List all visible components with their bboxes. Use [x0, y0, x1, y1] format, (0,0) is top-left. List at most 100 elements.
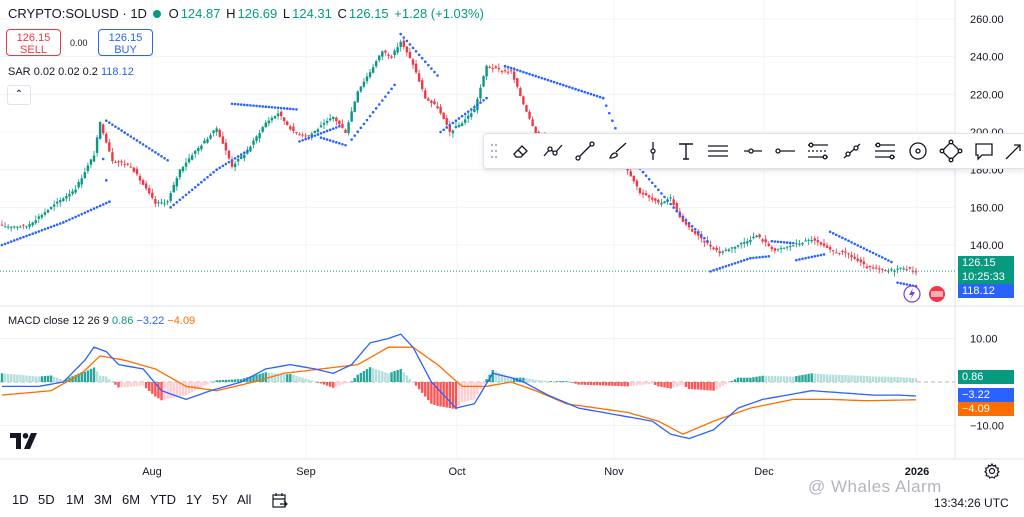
candle-body — [792, 245, 795, 247]
parallel-channel-icon[interactable] — [806, 139, 830, 163]
tradingview-logo-icon[interactable] — [10, 433, 38, 449]
sar-dot — [905, 283, 909, 286]
sar-dot — [307, 136, 311, 140]
sar-dot — [77, 214, 80, 217]
range-6m[interactable]: 6M — [122, 492, 141, 507]
text-icon[interactable] — [674, 139, 698, 163]
ray-icon[interactable] — [573, 139, 597, 163]
trend-line-icon[interactable] — [541, 139, 565, 163]
sar-dot — [466, 110, 470, 113]
candle-body — [258, 133, 261, 139]
circle-icon[interactable] — [906, 139, 930, 163]
macd-line-tag: −3.22 — [958, 388, 1014, 402]
macd-hist-bar — [730, 380, 734, 382]
settings-gear-icon[interactable] — [984, 463, 1000, 479]
candle-body — [402, 40, 405, 47]
macd-hist-bar — [632, 382, 636, 386]
sar-dot — [537, 75, 541, 79]
brush-icon[interactable] — [606, 139, 630, 163]
macd-hist-bar — [687, 382, 691, 389]
path-icon[interactable] — [840, 139, 864, 163]
candle-body — [761, 239, 764, 242]
macd-hist-bar — [46, 375, 50, 382]
sar-dot — [746, 257, 749, 261]
horizontal-line-icon[interactable] — [773, 139, 797, 163]
macd-hist-bar — [641, 382, 645, 385]
range-1m[interactable]: 1M — [66, 492, 85, 507]
buy-button[interactable]: 126.15 BUY — [98, 29, 153, 56]
grip-icon[interactable] — [490, 142, 498, 160]
candle-body — [503, 70, 507, 72]
sar-dot — [850, 241, 853, 244]
sar-legend[interactable]: SAR 0.02 0.02 0.2 118.12 — [8, 66, 134, 78]
candle-body — [420, 80, 424, 90]
collapse-legend-button[interactable]: ⌃ — [7, 85, 31, 105]
macd-hist-bar — [111, 382, 114, 383]
macd-hist-bar — [825, 374, 829, 382]
sar-dot — [555, 81, 559, 85]
macd-legend[interactable]: MACD close 12 26 9 0.86 −3.22 −4.09 — [8, 315, 195, 327]
range-all[interactable]: All — [237, 492, 252, 507]
macd-hist-bar — [847, 375, 850, 382]
vertical-line-icon[interactable] — [641, 139, 665, 163]
macd-hist-bar — [654, 382, 657, 386]
utc-clock[interactable]: 13:34:26 UTC — [934, 496, 1009, 510]
macd-hist-bar — [552, 381, 556, 382]
candle-body — [243, 154, 246, 159]
candle-body — [733, 247, 737, 249]
range-3m[interactable]: 3M — [94, 492, 113, 507]
sar-dot — [187, 190, 191, 194]
macd-hist-bar — [678, 382, 682, 386]
horizontal-lines-icon[interactable] — [706, 139, 730, 163]
sar-dot — [123, 131, 126, 134]
symbol-header[interactable]: CRYPTO:SOLUSD · 1D O 124.87 H 126.69 L 124.… — [8, 6, 486, 21]
eraser-icon[interactable] — [509, 139, 533, 163]
range-5y[interactable]: 5Y — [212, 492, 228, 507]
arrow-icon[interactable] — [1003, 139, 1023, 163]
macd-hist-bar — [240, 379, 243, 382]
sar-dot — [255, 104, 258, 108]
sar-dot — [172, 203, 176, 207]
range-5d[interactable]: 5D — [38, 492, 55, 507]
candle-body — [310, 133, 313, 136]
macd-hist-bar — [282, 374, 286, 382]
sar-dot — [666, 199, 669, 202]
fib-retracement-icon[interactable] — [873, 139, 897, 163]
sar-dot — [285, 107, 289, 110]
macd-hist-bar — [310, 380, 313, 382]
macd-hist-bar — [776, 376, 780, 382]
range-1d[interactable]: 1D — [12, 492, 29, 507]
candle-body — [151, 192, 154, 198]
candle-body — [175, 178, 179, 187]
candle-body — [669, 197, 672, 199]
calendar-goto-icon[interactable] — [271, 492, 289, 510]
candle-body — [166, 201, 169, 203]
candle-body — [660, 202, 663, 205]
sell-button[interactable]: 126.15 SELL — [6, 29, 61, 56]
symbol-title[interactable]: CRYPTO:SOLUSD · 1D — [8, 6, 147, 21]
macd-hist-bar — [908, 377, 912, 382]
macd-hist-bar — [614, 382, 617, 386]
macd-hist-bar — [540, 380, 544, 382]
horizontal-ray-icon[interactable] — [740, 139, 764, 163]
candle-body — [279, 111, 283, 117]
macd-hist-bar — [347, 382, 350, 383]
candle-body — [442, 112, 445, 120]
candle-body — [641, 192, 645, 195]
sar-dot — [463, 112, 467, 116]
sar-dot — [233, 157, 237, 160]
candle-body — [236, 158, 240, 162]
candle-body — [703, 240, 706, 243]
candle-body — [491, 67, 494, 69]
comment-icon[interactable] — [972, 139, 996, 163]
range-1y[interactable]: 1Y — [186, 492, 202, 507]
range-ytd[interactable]: YTD — [150, 492, 176, 507]
macd-hist-bar — [635, 382, 639, 386]
sar-dot — [101, 157, 105, 161]
candle-body — [141, 180, 145, 185]
pattern-icon[interactable] — [939, 139, 963, 163]
candle-body — [197, 147, 200, 152]
macd-hist-bar — [890, 376, 893, 382]
macd-hist-bar — [387, 373, 390, 382]
